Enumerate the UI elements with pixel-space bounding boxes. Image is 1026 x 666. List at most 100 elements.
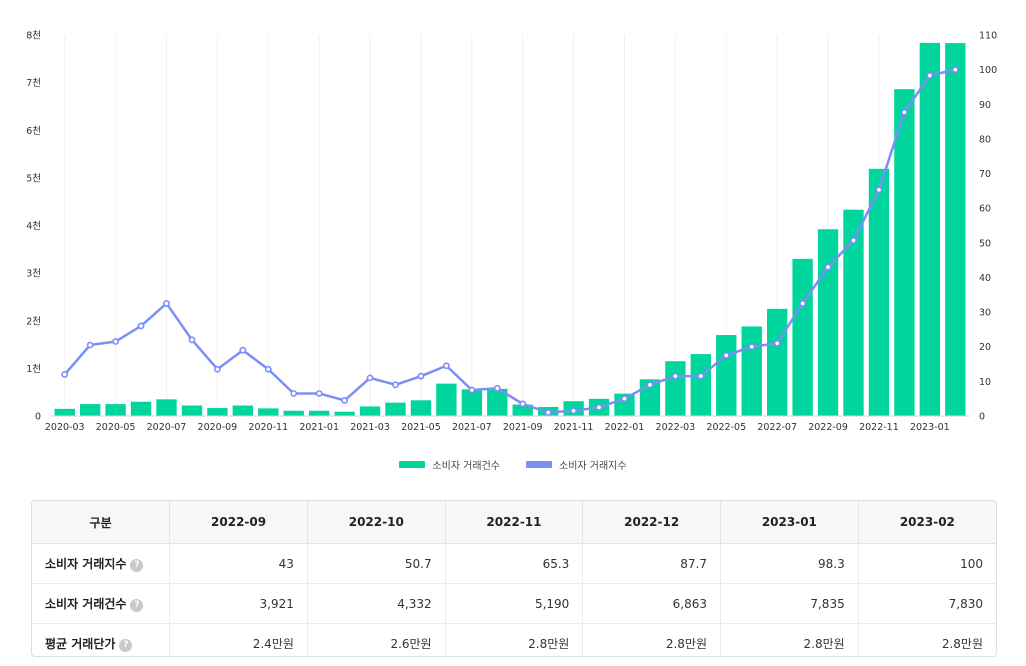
bar [716, 335, 737, 416]
y-right-tick-label: 60 [979, 204, 991, 215]
table-header-month: 2022-10 [307, 501, 446, 544]
bar [741, 326, 762, 416]
y-left-tick-label: 4천 [26, 221, 41, 232]
y-left-tick-label: 5천 [26, 173, 41, 184]
help-icon[interactable]: ? [130, 559, 144, 572]
line-point [722, 351, 730, 359]
x-tick-label: 2020-03 [45, 422, 85, 433]
line-point [493, 384, 501, 392]
x-tick-label: 2020-05 [96, 422, 136, 433]
line-point [468, 386, 476, 394]
y-right-tick-label: 80 [979, 134, 991, 145]
table-cell: 6,863 [582, 583, 722, 624]
bar [894, 89, 915, 416]
legend-line-swatch [526, 460, 552, 468]
table-cell: 50.7 [307, 543, 446, 584]
line-point [392, 381, 399, 389]
y-right-tick-label: 20 [979, 342, 991, 353]
table-header-month: 2022-12 [582, 501, 722, 544]
x-tick-label: 2023-01 [910, 422, 950, 433]
x-tick-label: 2022-09 [808, 422, 848, 433]
y-right-tick-label: 10 [979, 377, 991, 388]
line-point [951, 66, 959, 74]
line-point [315, 390, 323, 397]
bar [766, 308, 788, 416]
bar [105, 404, 126, 416]
line-point [417, 372, 425, 380]
table-cell: 7,835 [720, 583, 859, 624]
x-tick-label: 2021-05 [401, 422, 441, 433]
line-path [63, 68, 956, 414]
x-tick-label: 2021-01 [299, 422, 339, 433]
line-point [595, 403, 603, 411]
bar [308, 410, 330, 416]
table-cell: 2.8만원 [941, 637, 983, 651]
bar [817, 229, 839, 416]
line-point [163, 300, 170, 307]
help-icon[interactable]: ? [119, 639, 133, 652]
line-point [188, 336, 196, 344]
help-icon[interactable]: ? [130, 599, 144, 612]
bar [919, 42, 941, 416]
line-point [900, 108, 908, 116]
table-cell: 3,921 [169, 583, 308, 624]
bar [868, 168, 890, 416]
line-point [850, 236, 857, 244]
row-label-cell: 평균 거래단가? [32, 623, 171, 656]
table-cell: 2.4만원 [169, 623, 308, 656]
y-right-tick-label: 110 [979, 31, 997, 42]
y-right-tick-label: 50 [979, 238, 991, 249]
line-point [544, 409, 552, 416]
y-right-tick-label: 30 [979, 308, 991, 319]
line-point [61, 371, 69, 378]
table-header-month: 2023-01 [720, 501, 859, 544]
legend-item-line[interactable]: 소비자 거래지수 [526, 455, 627, 473]
line-point [442, 362, 450, 370]
table-cell: 4,332 [307, 583, 446, 624]
table-cell: 65.3 [445, 543, 584, 584]
line-point [748, 343, 756, 351]
axes: 2020-03 2020-05 2020-07 2020-09 2020-11 2021-… [26, 31, 997, 434]
bar [487, 388, 508, 416]
bar [512, 404, 533, 416]
y-left-tick-label: 6천 [26, 126, 41, 137]
bar [283, 410, 304, 416]
table-cell: 98.3 [720, 543, 859, 584]
bar [385, 402, 406, 416]
y-left-tick-label: 3천 [26, 269, 41, 280]
y-right-tick-label: 100 [979, 65, 997, 76]
table-cell: 2.6만원 [307, 623, 446, 656]
table-cell: 87.7 [582, 543, 722, 584]
legend-line-label: 소비자 거래지수 [559, 460, 627, 472]
line-point [366, 374, 374, 382]
x-tick-label: 2020-07 [147, 422, 187, 433]
line-point [519, 400, 527, 408]
line-point [671, 372, 679, 380]
line-point [621, 395, 628, 403]
legend-item-bar[interactable]: 소비자 거래건수 [399, 455, 500, 473]
row-label-cell: 소비자 거래지수? [32, 543, 171, 584]
bar [130, 401, 152, 416]
y-right-tick-label: 70 [979, 169, 991, 180]
line-point [137, 322, 145, 330]
x-tick-label: 2022-11 [859, 422, 899, 433]
table-cell: 43 [169, 543, 308, 584]
bar [410, 400, 432, 416]
row-label: 소비자 거래건수 [45, 597, 127, 611]
bar [156, 399, 177, 416]
table-header-month: 2023-02 [858, 501, 996, 544]
x-tick-label: 2020-09 [198, 422, 238, 433]
bar [334, 411, 355, 416]
legend-bar-label: 소비자 거래건수 [432, 460, 500, 472]
bar [461, 389, 483, 416]
y-right-tick-label: 40 [979, 273, 991, 284]
x-tick-label: 2021-07 [452, 422, 492, 433]
bar [232, 405, 254, 416]
bar [258, 408, 279, 416]
y-left-tick-label: 0 [35, 412, 41, 423]
x-tick-label: 2021-03 [350, 422, 390, 433]
line-point [570, 407, 578, 415]
y-right-tick-label: 0 [979, 412, 985, 423]
x-tick-label: 2020-11 [248, 422, 288, 433]
line-point [875, 186, 883, 194]
